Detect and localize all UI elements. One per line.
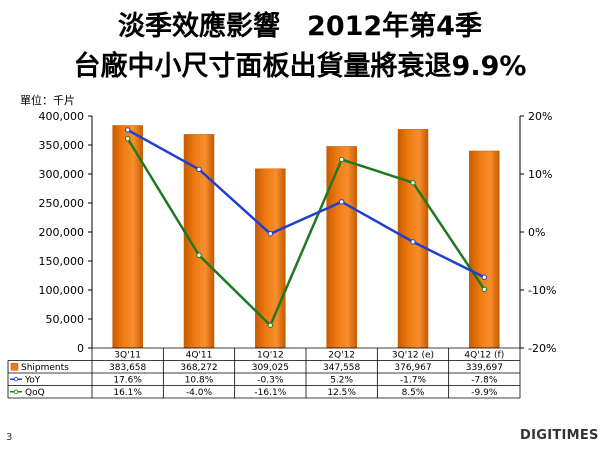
left-tick-label: 0 (77, 342, 84, 355)
yoy-line (127, 128, 485, 279)
legend-key-marker (13, 389, 19, 394)
left-tick-label: 250,000 (39, 197, 85, 210)
qoq-point (267, 322, 274, 329)
x-tick-label: 3Q'11 (114, 351, 141, 361)
legend-key-marker (13, 377, 19, 382)
right-tick-label: 0% (528, 226, 545, 239)
combo-chart: 0 50,000 100,000 150,000 200,000 250,000 300,0… (7, 110, 556, 399)
qoq-point (481, 286, 488, 293)
qoq-data-label: -9.9% (471, 388, 498, 398)
shipment-bar (469, 150, 500, 349)
left-tick-label: 300,000 (39, 168, 85, 181)
legend-label-yoy: YoY (24, 376, 41, 386)
left-tick-label: 400,000 (39, 110, 85, 123)
left-tick-label: 350,000 (39, 139, 85, 152)
legend-key-shipments (10, 363, 19, 371)
qoq-point (410, 180, 416, 186)
digitimes-logo: DIGITIMES (520, 428, 599, 443)
shipments-data-label: 339,697 (466, 363, 503, 373)
shipment-bar (255, 168, 286, 349)
qoq-data-label: 12.5% (327, 388, 356, 398)
yoy-point (410, 239, 416, 245)
qoq-point (196, 252, 202, 258)
qoq-point (338, 156, 345, 163)
yoy-data-label: -0.3% (257, 376, 284, 386)
left-tick-label: 100,000 (39, 284, 85, 297)
page-number: 3 (6, 432, 13, 443)
right-tick-label: -10% (528, 284, 556, 297)
shipments-data-label: 368,272 (180, 363, 217, 373)
shipment-bar (112, 125, 143, 349)
shipments-data-label: 383,658 (109, 363, 146, 373)
qoq-line (126, 137, 486, 328)
qoq-data-label: -16.1% (254, 388, 286, 398)
left-tick-label: 50,000 (46, 313, 85, 326)
unit-label: 單位：千片 (20, 94, 75, 107)
x-tick-label: 4Q'12 (f) (464, 351, 504, 361)
shipment-bar (183, 134, 215, 349)
shipments-data-label: 309,025 (252, 363, 289, 373)
right-tick-label: 20% (528, 110, 552, 123)
yoy-point (481, 274, 488, 280)
yoy-point (267, 231, 274, 237)
yoy-data-label: -1.7% (400, 376, 427, 386)
qoq-data-label: 8.5% (402, 388, 425, 398)
x-tick-label: 2Q'12 (328, 351, 355, 361)
qoq-data-label: -4.0% (186, 388, 213, 398)
shipment-bar (326, 146, 357, 349)
right-tick-label: -20% (528, 342, 556, 355)
yoy-point (196, 166, 202, 173)
chart-title-line2: 台廠中小尺寸面板出貨量將衰退9.9% (73, 51, 527, 82)
yoy-point (124, 127, 131, 133)
x-tick-label: 1Q'12 (257, 351, 284, 361)
legend-label-qoq: QoQ (25, 388, 45, 398)
right-tick-label: 10% (528, 168, 552, 181)
shipments-data-label: 347,558 (323, 363, 360, 373)
qoq-data-label: 16.1% (113, 388, 142, 398)
x-tick-label: 4Q'11 (186, 351, 213, 361)
legend-label-shipments: Shipments (21, 363, 69, 373)
yoy-data-label: -7.8% (471, 376, 498, 386)
chart-title-line1: 淡季效應影響 2012年第4季 (118, 11, 482, 42)
shipment-bar (397, 129, 429, 349)
yoy-point (338, 199, 345, 205)
yoy-data-label: 10.8% (185, 376, 214, 386)
qoq-point (124, 135, 131, 142)
yoy-data-label: 17.6% (113, 376, 142, 386)
yoy-data-label: 5.2% (330, 376, 353, 386)
x-tick-label: 3Q'12 (e) (392, 351, 434, 361)
left-tick-label: 150,000 (39, 255, 85, 268)
left-tick-label: 200,000 (39, 226, 85, 239)
shipments-data-label: 376,967 (394, 363, 431, 373)
